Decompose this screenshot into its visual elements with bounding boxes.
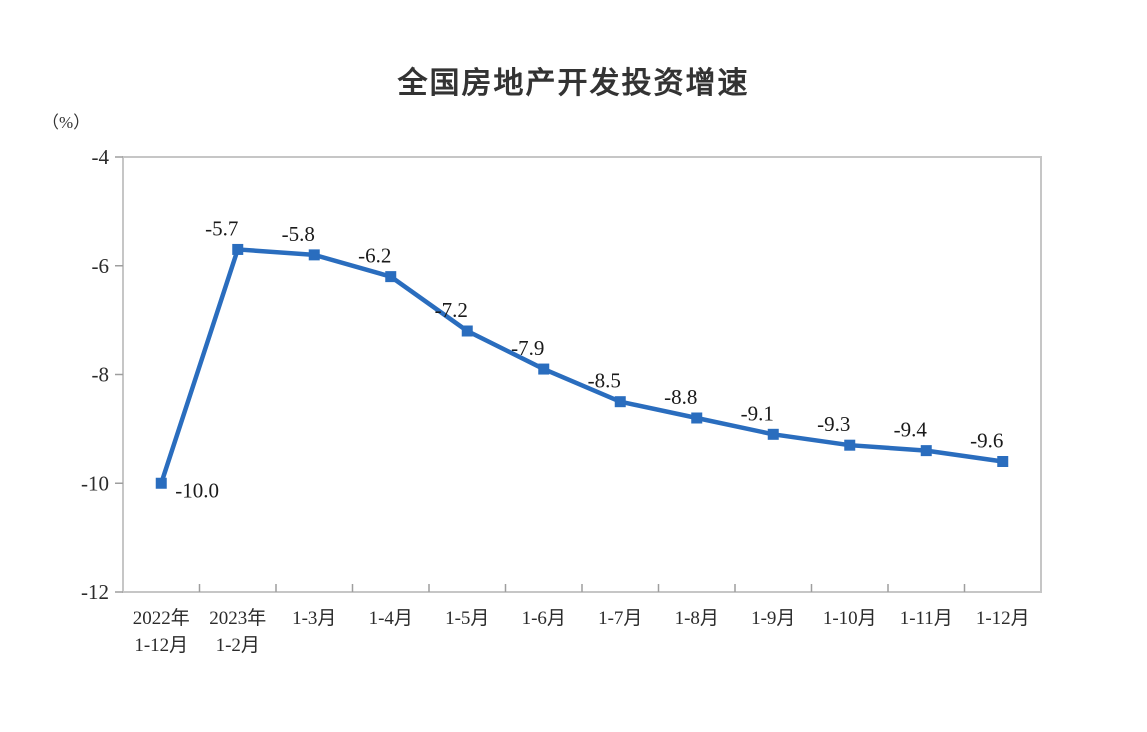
data-point-marker	[538, 363, 550, 375]
data-line	[159, 247, 1005, 486]
x-axis-tick-label: 1-7月	[598, 608, 642, 629]
data-point-marker	[997, 456, 1009, 467]
data-point-label: -9.3	[817, 412, 850, 436]
y-axis-tick-label: -6	[92, 254, 110, 278]
x-axis-tick-label: 1-10月	[823, 608, 877, 629]
y-axis-tick-label: -10	[81, 471, 109, 495]
y-axis-unit-label: （%）	[42, 113, 91, 132]
x-axis-tick-label: 1-12月	[976, 608, 1030, 629]
data-point-label: -5.7	[205, 216, 238, 240]
plot-frame	[122, 156, 1042, 593]
data-point-label: -8.5	[588, 369, 621, 393]
data-point-label: -9.6	[970, 429, 1003, 453]
x-axis-tick-label: 1-11月	[900, 608, 953, 629]
x-axis-tick-label: 2022年 1-12月	[133, 607, 190, 656]
data-point-label: -9.4	[894, 418, 928, 442]
data-point-marker	[691, 412, 703, 424]
x-axis-tick-label: 2023年 1-2月	[209, 607, 266, 656]
data-point-marker	[920, 445, 932, 457]
data-point-marker	[308, 249, 320, 261]
y-axis-tick-label: -12	[81, 580, 109, 604]
x-axis-tick-label: 1-8月	[675, 608, 719, 629]
y-axis-tick-label: -8	[92, 363, 110, 387]
x-axis-tick-label: 1-3月	[292, 608, 336, 629]
y-axis-tick-label: -4	[92, 145, 110, 169]
data-point-marker	[461, 325, 473, 337]
data-point-label: -8.8	[664, 385, 697, 409]
data-point-marker	[155, 477, 167, 489]
data-point-label: -10.0	[175, 478, 219, 502]
x-axis-tick-label: 1-4月	[369, 608, 413, 629]
data-point-marker	[614, 396, 626, 408]
data-point-label: -6.2	[358, 244, 391, 268]
data-point-marker	[232, 243, 244, 255]
data-point-marker	[844, 439, 856, 451]
data-point-label: -5.8	[282, 222, 315, 246]
x-axis-tick-label: 1-6月	[522, 608, 566, 629]
data-point-label: -7.2	[435, 298, 468, 322]
data-point-label: -9.1	[741, 401, 774, 425]
x-axis-tick-label: 1-5月	[445, 608, 489, 629]
x-axis-tick-label: 1-9月	[751, 608, 795, 629]
data-point-label: -7.9	[511, 336, 544, 360]
chart-title: 全国房地产开发投资增速	[397, 67, 750, 100]
data-point-marker	[385, 271, 397, 283]
data-point-marker	[767, 428, 779, 440]
